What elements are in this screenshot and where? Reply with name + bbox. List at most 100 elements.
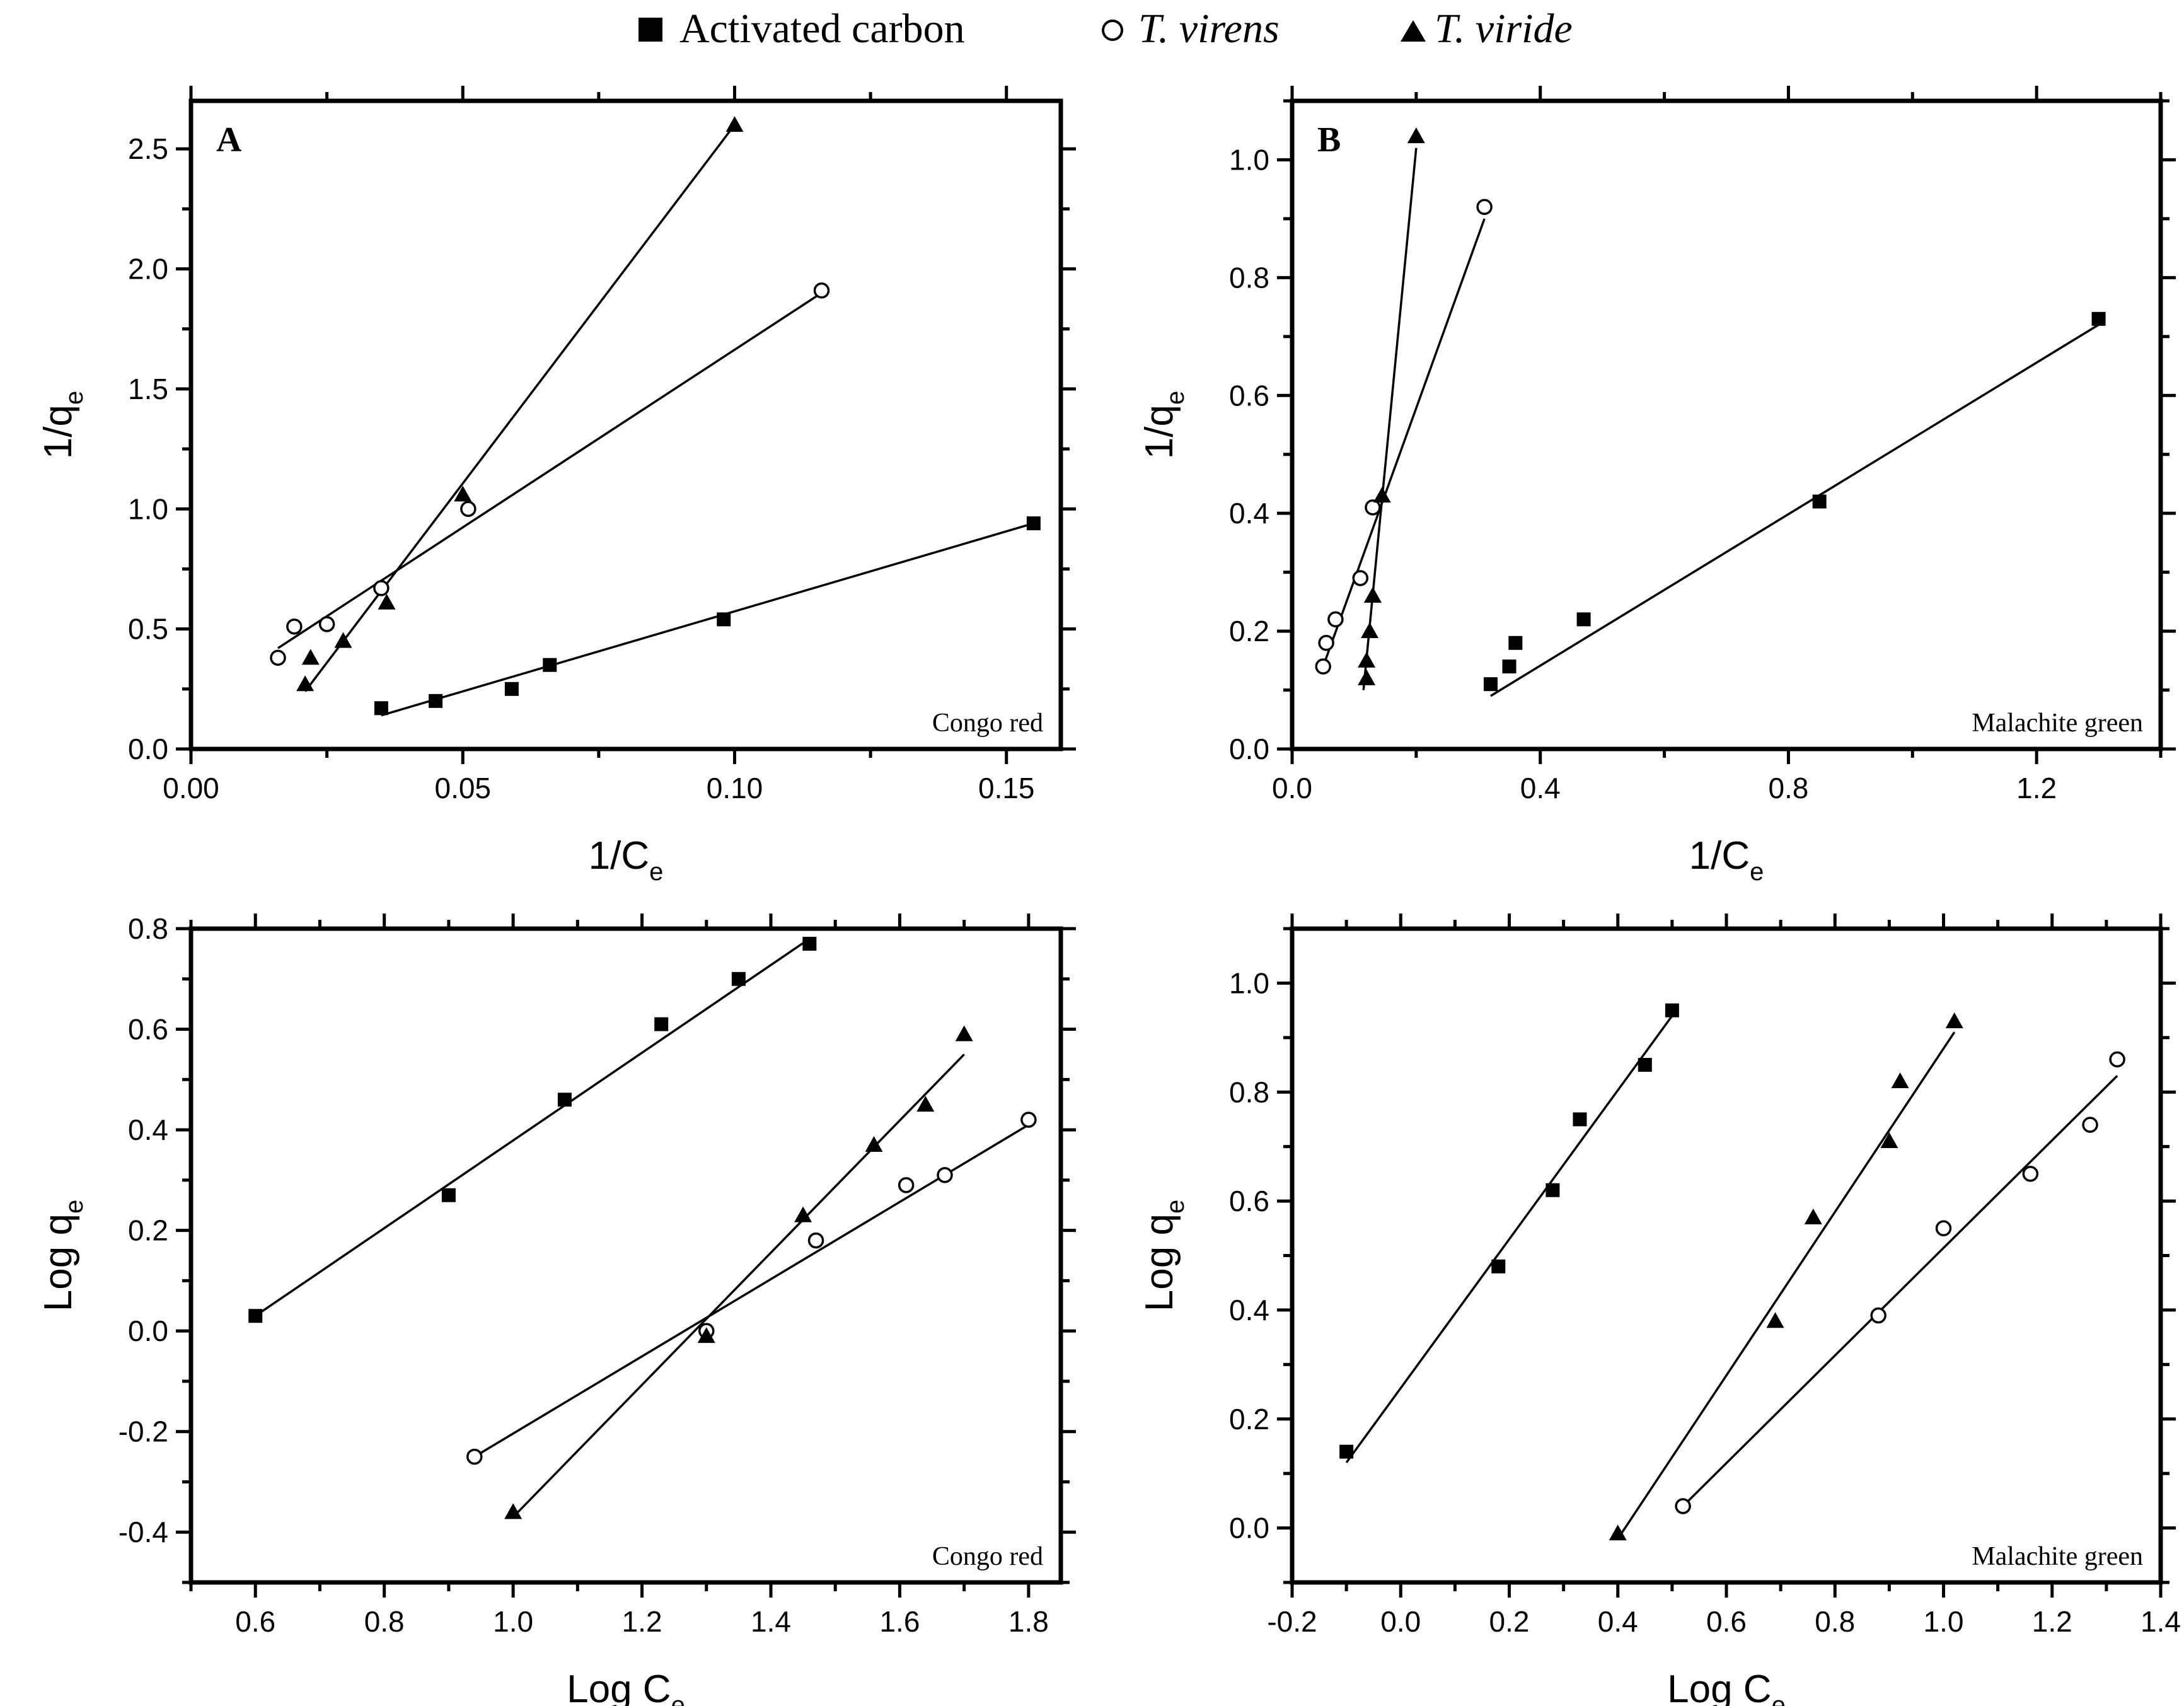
point-t-virens <box>1352 570 1369 586</box>
y-axis-title: 1/qe <box>1138 391 1189 459</box>
dye-annotation: Congo red <box>932 1542 1043 1571</box>
point-activated-carbon <box>248 1309 263 1323</box>
panel-letter: A <box>216 120 242 160</box>
point-t-viride <box>725 116 744 132</box>
point-t-viride <box>1891 1072 1909 1088</box>
point-t-viride <box>1358 651 1376 668</box>
plot-frame <box>1290 926 2163 1585</box>
y-tick-label: 0.0 <box>1229 1512 1269 1545</box>
y-tick-label: 0.0 <box>1229 733 1269 765</box>
y-tick-label: 0.4 <box>128 1113 168 1146</box>
point-t-virens <box>2109 1051 2125 1068</box>
legend: Activated carbon T. virens T. viride <box>638 6 1573 52</box>
point-activated-carbon <box>557 1093 572 1107</box>
y-tick-label: 2.0 <box>128 253 168 286</box>
point-t-viride <box>916 1096 935 1112</box>
y-tick-label: 0.6 <box>128 1013 168 1046</box>
point-t-virens <box>1327 611 1344 628</box>
dye-annotation: Malachite green <box>1972 709 2143 738</box>
plot-frame <box>188 98 1063 751</box>
point-activated-carbon <box>1573 1112 1587 1127</box>
point-t-virens <box>1365 499 1381 516</box>
point-activated-carbon <box>1483 677 1498 692</box>
point-t-virens <box>813 282 830 299</box>
point-t-virens <box>1318 635 1334 651</box>
y-tick-label: 0.6 <box>1229 1185 1269 1217</box>
x-tick-label: 0.15 <box>978 772 1035 804</box>
fit-line-t-virens <box>1682 1075 2118 1507</box>
y-tick-label: 2.5 <box>128 132 168 165</box>
point-t-virens <box>898 1177 915 1193</box>
x-tick-label: -0.2 <box>1267 1605 1317 1638</box>
point-t-viride <box>955 1025 973 1042</box>
x-tick-label: 0.00 <box>163 772 219 804</box>
point-activated-carbon <box>374 701 388 716</box>
point-t-virens <box>1675 1498 1691 1514</box>
fit-line-t-viride <box>1362 148 1418 690</box>
point-t-viride <box>1363 587 1382 603</box>
point-activated-carbon <box>1491 1259 1506 1274</box>
x-tick-label: 0.6 <box>1706 1605 1747 1638</box>
y-tick-label: -0.4 <box>118 1516 168 1548</box>
x-tick-label: 0.2 <box>1489 1605 1530 1638</box>
point-t-viride <box>1880 1132 1898 1149</box>
y-tick-label: 1.5 <box>128 373 168 405</box>
panel-a-langmuir-congo-red: 0.00 0.05 0.10 0.15 0.0 0.5 1.0 1.5 2.0 2.5 1/Ce 1/… <box>37 86 1076 886</box>
fit-line-activated-carbon <box>255 937 811 1317</box>
dye-annotation: Congo red <box>932 709 1043 738</box>
x-axis-title: Log Ce <box>1667 1668 1786 1706</box>
point-activated-carbon <box>1339 1444 1354 1459</box>
point-t-viride <box>504 1503 523 1519</box>
point-t-virens <box>318 616 335 632</box>
fit-line-t-viride <box>512 1053 965 1518</box>
point-t-virens <box>1020 1111 1037 1128</box>
y-tick-label: 0.4 <box>1229 497 1269 530</box>
y-axis-title: Log qe <box>37 1200 88 1311</box>
y-tick-label: 0.4 <box>1229 1294 1269 1326</box>
y-tick-label: 0.2 <box>1229 615 1269 647</box>
x-tick-label: 0.4 <box>1520 772 1561 804</box>
point-t-viride <box>1945 1012 1963 1028</box>
plot-frame <box>188 926 1063 1585</box>
point-t-viride <box>454 485 472 502</box>
point-t-viride <box>1361 622 1379 639</box>
panel-letter: B <box>1317 120 1341 160</box>
fit-line-activated-carbon <box>1345 1015 1673 1463</box>
x-tick-label: 1.8 <box>1008 1605 1049 1638</box>
point-t-virens <box>1870 1307 1886 1324</box>
point-t-viride <box>301 649 320 665</box>
point-t-viride <box>1373 487 1391 503</box>
point-t-virens <box>1476 199 1493 215</box>
x-tick-label: 0.8 <box>1815 1605 1855 1638</box>
x-tick-label: 1.2 <box>2032 1605 2072 1638</box>
y-tick-label: 1.0 <box>128 492 168 525</box>
fit-line-t-viride <box>304 124 736 692</box>
x-tick-label: 0.10 <box>707 772 763 804</box>
x-tick-label: 0.4 <box>1598 1605 1638 1638</box>
y-tick-label: 1.0 <box>1229 966 1269 999</box>
x-tick-label: 0.0 <box>1380 1605 1421 1638</box>
point-t-virens <box>373 580 390 596</box>
dye-annotation: Malachite green <box>1972 1542 2143 1571</box>
point-t-virens <box>937 1167 953 1183</box>
point-activated-carbon <box>504 682 519 696</box>
legend-label-t-virens: T. virens <box>1138 6 1280 52</box>
point-activated-carbon <box>731 972 746 986</box>
y-tick-label: 0.2 <box>1229 1403 1269 1436</box>
point-activated-carbon <box>1576 612 1591 627</box>
point-activated-carbon <box>1026 516 1041 531</box>
legend-marker-activated-carbon <box>638 18 662 42</box>
y-tick-label: 0.8 <box>128 912 168 945</box>
point-t-viride <box>334 632 352 648</box>
x-tick-label: 1.0 <box>1924 1605 1964 1638</box>
point-t-virens <box>466 1448 483 1465</box>
point-activated-carbon <box>717 612 731 627</box>
point-t-viride <box>296 675 315 692</box>
y-tick-label: 0.8 <box>1229 1076 1269 1108</box>
x-tick-label: 1.2 <box>622 1605 662 1638</box>
legend-marker-t-viride <box>1401 20 1426 42</box>
point-activated-carbon <box>2091 311 2106 326</box>
y-axis-title: Log qe <box>1138 1200 1189 1311</box>
point-t-virens <box>1935 1220 1952 1237</box>
point-t-viride <box>794 1206 812 1222</box>
